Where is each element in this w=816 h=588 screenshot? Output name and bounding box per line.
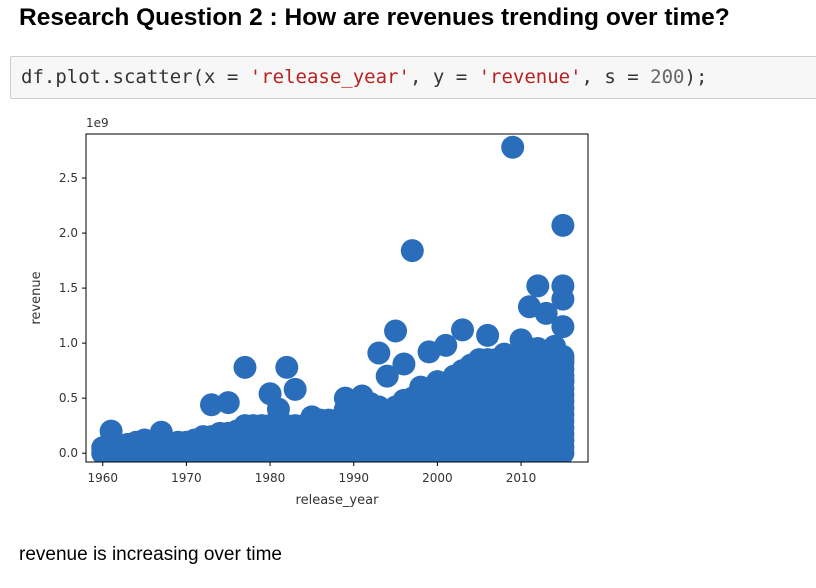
data-point-36	[551, 348, 575, 372]
x-tick-label-1960: 1960	[87, 471, 118, 485]
code-string-y: 'revenue'	[478, 66, 582, 88]
data-point-31	[350, 384, 374, 408]
y-tick-label-5: 2.5	[59, 171, 78, 185]
data-point-30	[333, 386, 357, 410]
scatter-chart: 1960 1970 1980 1990 2000 2010 0.0 0.5 1.0 1.5 2.0…	[29, 116, 589, 508]
data-point-1	[551, 213, 575, 237]
code-close: );	[684, 66, 708, 88]
code-line[interactable]: df.plot.scatter(x = 'release_year', y = …	[21, 66, 707, 88]
data-point-29	[300, 405, 324, 429]
y-tick-label-4: 2.0	[59, 226, 78, 240]
data-point-2	[400, 239, 424, 263]
data-point-34	[467, 348, 491, 372]
y-axis-label: revenue	[29, 271, 44, 324]
code-sep-s: , s =	[581, 66, 651, 88]
y-axis: 0.0 0.5 1.0 1.5 2.0 2.5	[59, 171, 86, 460]
data-point-7	[534, 301, 558, 325]
plot-frame	[85, 133, 589, 463]
data-point-11	[476, 323, 500, 347]
x-tick-label-2010: 2010	[506, 471, 537, 485]
code-number-s: 200	[650, 66, 685, 88]
data-point-28	[149, 420, 173, 444]
x-tick-label-1970: 1970	[171, 471, 202, 485]
points-layer	[91, 135, 575, 462]
data-point-35	[492, 342, 516, 366]
conclusion-text: revenue is increasing over time	[19, 544, 282, 565]
data-point-19	[375, 364, 399, 388]
section-heading: Research Question 2 : How are revenues t…	[19, 4, 730, 31]
data-point-15	[526, 337, 550, 361]
y-tick-label-3: 1.5	[59, 281, 78, 295]
data-point-27	[99, 419, 123, 443]
output-area: 1960 1970 1980 1990 2000 2010 0.0 0.5 1.0 1.5 2.0…	[0, 108, 600, 518]
data-point-9	[451, 318, 474, 342]
data-point-0	[501, 135, 525, 159]
x-tick-label-1990: 1990	[338, 471, 369, 485]
y-offset-text: 1e9	[86, 116, 109, 130]
x-axis-label: release_year	[296, 493, 380, 508]
x-axis: 1960 1970 1980 1990 2000 2010	[87, 462, 536, 485]
x-tick-label-2000: 2000	[422, 471, 453, 485]
data-point-24	[200, 393, 223, 417]
data-point-3	[526, 274, 550, 298]
data-point-5	[551, 287, 575, 311]
data-point-25	[216, 391, 240, 415]
y-tick-label-2: 1.0	[59, 336, 78, 350]
data-point-20	[233, 355, 257, 379]
data-point-17	[367, 341, 391, 365]
code-cell[interactable]: df.plot.scatter(x = 'release_year', y = …	[10, 56, 816, 99]
y-tick-label-1: 0.5	[59, 391, 78, 405]
data-point-10	[384, 319, 408, 343]
code-sep-y: , y =	[409, 66, 479, 88]
data-point-22	[283, 377, 307, 401]
y-tick-label-0: 0.0	[59, 446, 78, 460]
code-string-x: 'release_year'	[249, 66, 410, 88]
x-tick-label-1980: 1980	[255, 471, 286, 485]
data-point-39	[551, 369, 575, 393]
data-point-8	[551, 315, 575, 339]
data-point-26	[266, 397, 290, 421]
data-point-21	[275, 355, 299, 379]
code-call: df.plot.scatter(x =	[21, 66, 250, 88]
data-point-18	[392, 352, 416, 376]
data-point-33	[425, 370, 449, 394]
data-point-16	[417, 340, 441, 364]
